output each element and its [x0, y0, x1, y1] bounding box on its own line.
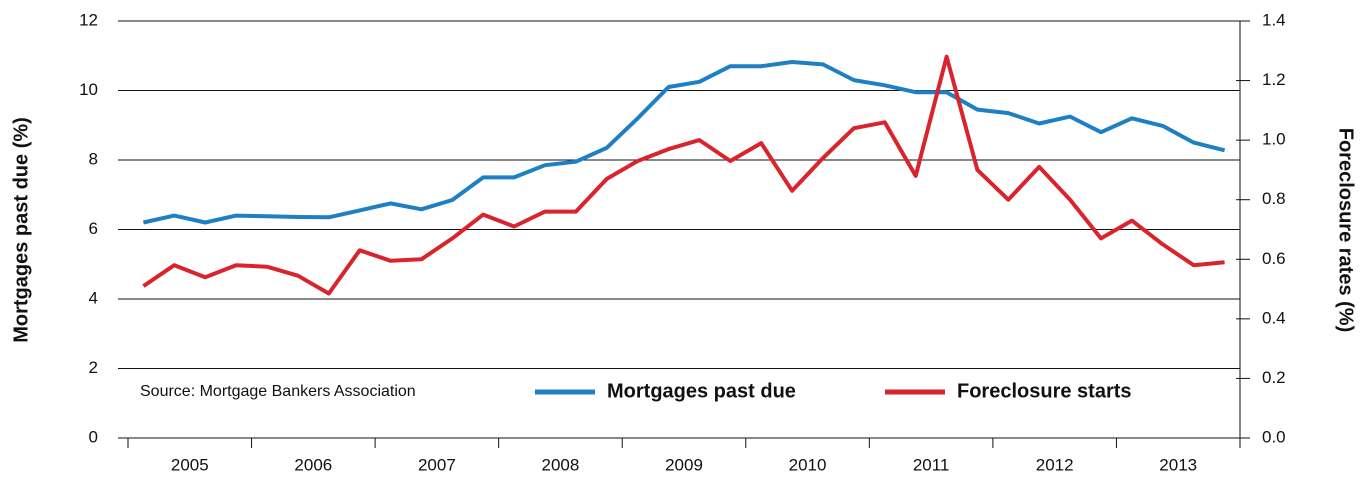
- y-tick-label: 8: [89, 149, 98, 168]
- x-tick-label: 2008: [542, 455, 580, 474]
- x-tick-label: 2012: [1036, 455, 1074, 474]
- legend-label: Foreclosure starts: [957, 380, 1132, 402]
- y2-tick-label: 0.0: [1262, 427, 1286, 446]
- y-tick-label: 10: [79, 80, 98, 99]
- x-tick-label: 2006: [294, 455, 332, 474]
- y2-tick-label: 1.4: [1262, 10, 1286, 29]
- y-axis-title: Mortgages past due (%): [10, 117, 32, 343]
- x-tick-label: 2013: [1159, 455, 1197, 474]
- data-line: [142, 54, 1225, 296]
- x-tick-label: 2011: [913, 455, 950, 474]
- y-tick-label: 0: [89, 427, 98, 446]
- x-tick-label: 2009: [665, 455, 703, 474]
- x-tick-label: 2010: [789, 455, 827, 474]
- y2-tick-label: 1.0: [1262, 130, 1286, 149]
- y2-tick-label: 0.2: [1262, 368, 1286, 387]
- legend-label: Mortgages past due: [607, 380, 796, 402]
- x-tick-label: 2007: [418, 455, 456, 474]
- y-tick-label: 4: [89, 288, 98, 307]
- data-line: [142, 60, 1226, 225]
- x-tick-label: 2005: [171, 455, 209, 474]
- y2-tick-label: 0.4: [1262, 308, 1286, 327]
- y-tick-label: 2: [89, 358, 98, 377]
- y2-tick-label: 0.8: [1262, 189, 1286, 208]
- y-tick-label: 12: [79, 10, 98, 29]
- y2-axis-title: Foreclosure rates (%): [1335, 128, 1357, 333]
- source-note: Source: Mortgage Bankers Association: [140, 383, 416, 400]
- y2-tick-label: 0.6: [1262, 249, 1286, 268]
- y2-tick-label: 1.2: [1262, 70, 1286, 89]
- y-tick-label: 6: [89, 219, 98, 238]
